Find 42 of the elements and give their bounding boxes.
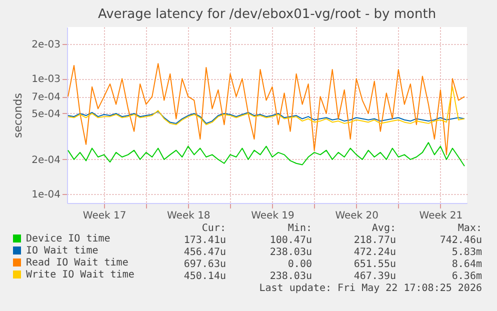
text: 651.55u bbox=[354, 259, 396, 270]
x-tick-label: Week 17 bbox=[82, 210, 126, 222]
text: 238.03u bbox=[270, 271, 312, 282]
text: 6.36m bbox=[452, 271, 482, 282]
text: 450.14u bbox=[184, 271, 226, 282]
text: 173.41u bbox=[184, 235, 226, 246]
legend-label: IO Wait time bbox=[26, 246, 98, 256]
text: Cur: bbox=[202, 223, 226, 234]
line-series bbox=[68, 86, 465, 126]
y-tick-label: 7e-04 bbox=[32, 92, 60, 104]
x-tick-label: Week 19 bbox=[251, 210, 294, 222]
text: 697.63u bbox=[184, 259, 226, 270]
x-tick-label: Week 21 bbox=[419, 210, 463, 222]
x-tick-label: Week 18 bbox=[166, 210, 210, 222]
text: Last update: Fri May 22 17:08:25 2026 bbox=[259, 283, 482, 294]
text: Max: bbox=[458, 223, 482, 234]
text: 467.39u bbox=[354, 271, 396, 282]
chart-title: Average latency for /dev/ebox01-vg/root - by month bbox=[98, 7, 436, 22]
text: 742.46u bbox=[440, 235, 482, 246]
line-series bbox=[68, 63, 465, 156]
text: 456.47u bbox=[184, 247, 226, 258]
y-tick-label: 5e-04 bbox=[32, 108, 60, 120]
text: 238.03u bbox=[270, 247, 312, 258]
y-axis-title: seconds bbox=[12, 92, 25, 138]
text: 5.83m bbox=[452, 247, 482, 258]
text: Min: bbox=[288, 223, 312, 234]
y-tick-label: 2e-03 bbox=[32, 39, 60, 50]
text: 472.24u bbox=[354, 247, 396, 258]
text: Avg: bbox=[372, 223, 396, 234]
legend-label: Read IO Wait time bbox=[26, 258, 128, 268]
line-series bbox=[68, 111, 465, 124]
text: 100.47u bbox=[270, 235, 312, 246]
legend-label: Device IO time bbox=[26, 234, 110, 244]
line-series bbox=[68, 142, 465, 167]
legend-label: Write IO Wait time bbox=[26, 270, 134, 280]
x-tick-label: Week 20 bbox=[335, 210, 379, 222]
text: 8.64m bbox=[452, 259, 482, 270]
y-tick-label: 1e-03 bbox=[32, 74, 60, 86]
y-tick-label: 2e-04 bbox=[32, 154, 60, 166]
text: 218.77u bbox=[354, 235, 396, 246]
y-tick-label: 1e-04 bbox=[32, 190, 60, 201]
text: 0.00 bbox=[288, 259, 312, 270]
